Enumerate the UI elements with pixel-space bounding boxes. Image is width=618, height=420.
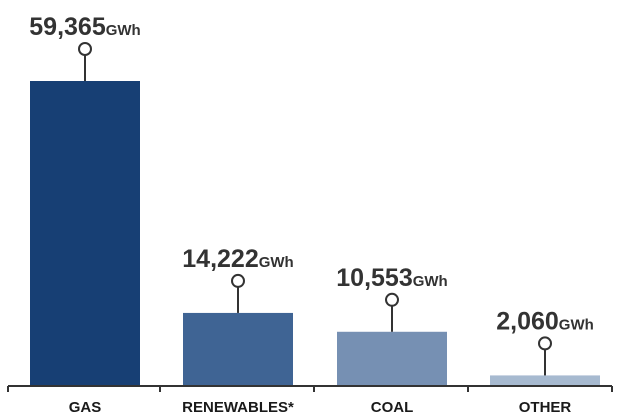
bar-other bbox=[490, 375, 600, 386]
marker-circle bbox=[538, 336, 552, 351]
bar-coal bbox=[337, 331, 447, 386]
value-label: 2,060GWh bbox=[496, 307, 594, 335]
bars-layer bbox=[30, 81, 600, 386]
value-unit: GWh bbox=[559, 316, 594, 333]
value-label: 10,553GWh bbox=[336, 264, 447, 292]
labels-layer: 59,365GWhGAS14,222GWhRENEWABLES*10,553GW… bbox=[29, 13, 594, 416]
value-label: 59,365GWh bbox=[29, 13, 140, 41]
category-label: OTHER bbox=[519, 399, 572, 415]
value-number: 2,060 bbox=[496, 307, 559, 335]
marker-circle bbox=[78, 42, 92, 56]
category-label: GAS bbox=[69, 399, 102, 415]
bar-gas bbox=[30, 81, 140, 386]
value-unit: GWh bbox=[259, 254, 294, 271]
marker-circle bbox=[385, 292, 399, 307]
value-label: 14,222GWh bbox=[182, 245, 293, 273]
category-label: COAL bbox=[371, 399, 414, 415]
marker-circle bbox=[231, 273, 245, 288]
category-label: RENEWABLES* bbox=[182, 399, 294, 415]
value-number: 59,365 bbox=[29, 13, 106, 41]
value-unit: GWh bbox=[106, 22, 141, 39]
value-number: 10,553 bbox=[336, 264, 412, 292]
value-number: 14,222 bbox=[182, 245, 258, 273]
value-unit: GWh bbox=[413, 273, 448, 290]
axis-layer bbox=[7, 385, 613, 392]
bar-renewables bbox=[183, 312, 293, 386]
